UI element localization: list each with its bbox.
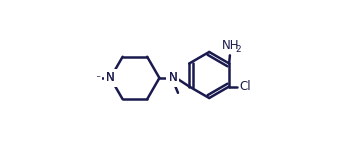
Text: Cl: Cl	[240, 80, 251, 93]
Text: N: N	[106, 71, 115, 84]
Text: N: N	[168, 71, 177, 84]
Text: NH: NH	[222, 39, 239, 52]
Text: ─: ─	[96, 75, 99, 80]
Text: N: N	[168, 71, 177, 84]
Text: N: N	[106, 71, 115, 84]
Text: 2: 2	[235, 45, 241, 54]
